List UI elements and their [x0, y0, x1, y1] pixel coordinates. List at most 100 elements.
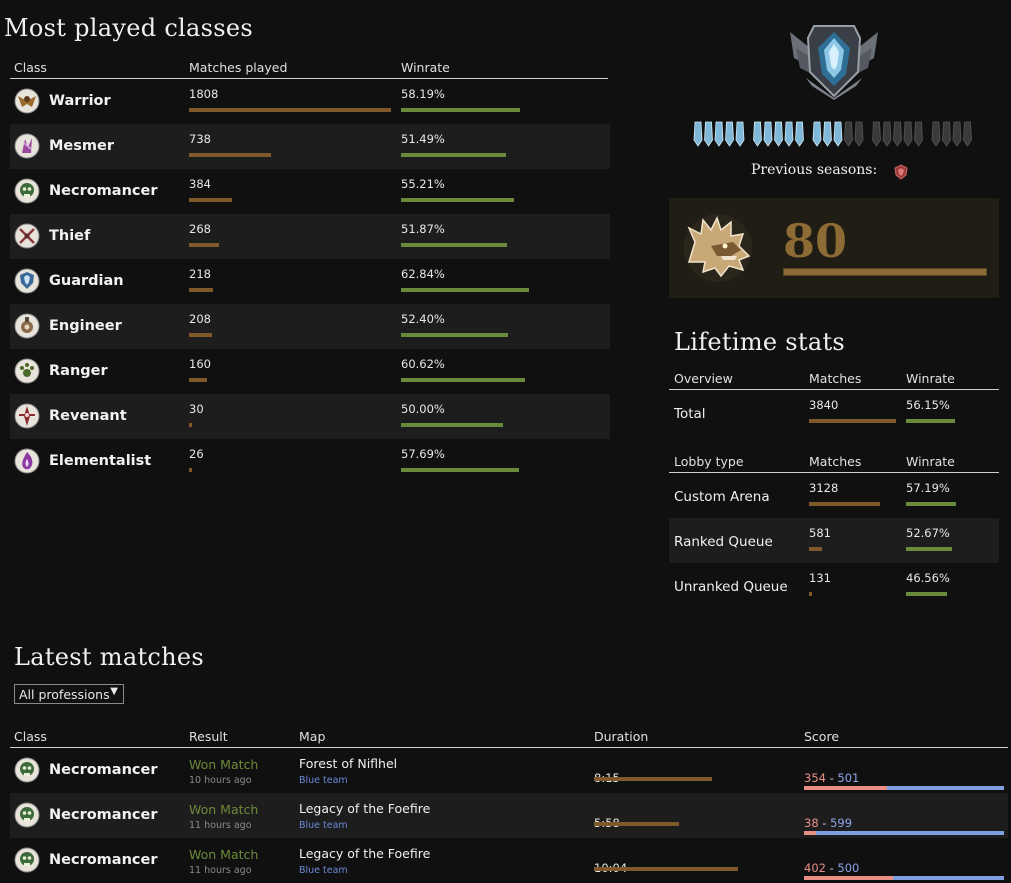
match-team: Blue team	[299, 820, 348, 831]
match-row[interactable]: Necromancer Won Match 11 hours ago Legacy o…	[10, 838, 1008, 883]
most-played-title: Most played classes	[4, 14, 253, 42]
necromancer-icon	[14, 802, 40, 828]
rank-pip-empty	[844, 121, 853, 147]
match-class-name: Necromancer	[49, 762, 158, 778]
score-bar-red	[804, 831, 816, 835]
match-map: Legacy of the Foefire	[299, 801, 431, 816]
class-matches-bar	[189, 423, 192, 427]
profession-filter-value: All professions	[19, 687, 110, 702]
lobby-type-label: Custom Arena	[674, 489, 770, 505]
class-matches-bar	[189, 378, 207, 382]
score-red: 354	[804, 771, 826, 785]
rank-pip-filled	[714, 121, 724, 147]
total-winrate: 56.15%	[906, 398, 950, 412]
match-score: 402 - 500	[804, 861, 859, 875]
match-time: 11 hours ago	[189, 865, 252, 876]
rank-pip-filled	[812, 121, 822, 147]
guardian-icon	[14, 268, 40, 294]
match-map: Legacy of the Foefire	[299, 846, 431, 861]
class-matches: 1808	[189, 87, 219, 101]
lobby-matches: 3128	[809, 481, 839, 495]
class-row: Revenant 30 50.00%	[10, 394, 610, 439]
lobby-row: Custom Arena 3128 57.19%	[669, 473, 999, 518]
lobby-matches: 581	[809, 526, 831, 540]
rank-pip-filled	[704, 121, 713, 147]
total-matches-bar	[809, 419, 896, 423]
class-winrate-bar	[401, 333, 508, 337]
class-name: Elementalist	[49, 453, 152, 469]
profession-filter-select[interactable]: All professions ▼	[14, 684, 124, 704]
latest-matches-title: Latest matches	[14, 643, 205, 671]
match-score: 354 - 501	[804, 771, 859, 785]
class-matches: 738	[189, 132, 211, 146]
lobby-matches-bar	[809, 547, 822, 551]
score-separator: -	[825, 771, 838, 785]
class-row: Elementalist 26 57.69%	[10, 439, 610, 484]
class-winrate-bar	[401, 108, 520, 112]
match-row[interactable]: Necromancer Won Match 11 hours ago Legacy o…	[10, 793, 1008, 838]
class-winrate-bar	[401, 243, 507, 247]
col-matches: Matches played	[189, 60, 288, 75]
class-matches: 30	[189, 402, 204, 416]
rank-pip-filled	[693, 121, 703, 147]
class-winrate-bar	[401, 423, 503, 427]
mesmer-icon	[14, 133, 40, 159]
class-row: Ranger 160 60.62%	[10, 349, 610, 394]
lobby-winrate: 52.67%	[906, 526, 950, 540]
class-winrate: 52.40%	[401, 312, 445, 326]
necromancer-icon	[14, 847, 40, 873]
rank-pip-empty	[942, 121, 951, 147]
rank-pip-filled	[763, 121, 773, 147]
class-name: Guardian	[49, 273, 124, 289]
class-matches-bar	[189, 288, 213, 292]
match-team: Blue team	[299, 865, 348, 876]
rank-pip-filled	[833, 121, 843, 147]
class-winrate: 62.84%	[401, 267, 445, 281]
lobby-matches-bar	[809, 502, 880, 506]
col-winrate: Winrate	[906, 454, 955, 469]
rank-pip-empty	[872, 121, 881, 147]
revenant-icon	[14, 403, 40, 429]
season-badge-icon[interactable]	[893, 164, 909, 180]
class-matches-bar	[189, 468, 192, 472]
class-matches-bar	[189, 333, 212, 337]
match-row[interactable]: Necromancer Won Match 10 hours ago Forest o…	[10, 748, 1008, 793]
class-matches-bar	[189, 108, 391, 112]
match-score-bar	[804, 876, 1004, 880]
col-winrate: Winrate	[401, 60, 450, 75]
necromancer-icon	[14, 757, 40, 783]
col-matches: Matches	[809, 371, 862, 386]
engineer-icon	[14, 313, 40, 339]
class-name: Warrior	[49, 93, 111, 109]
class-row: Guardian 218 62.84%	[10, 259, 610, 304]
rank-pip-empty	[882, 121, 892, 147]
matches-header: Class Result Map Duration Score	[10, 727, 1008, 748]
rank-pip-empty	[914, 121, 923, 147]
class-row: Warrior 1808 58.19%	[10, 79, 610, 124]
col-winrate: Winrate	[906, 371, 955, 386]
class-matches: 208	[189, 312, 211, 326]
class-winrate: 51.49%	[401, 132, 445, 146]
col-duration: Duration	[594, 729, 649, 744]
class-row: Mesmer 738 51.49%	[10, 124, 610, 169]
necromancer-icon	[14, 178, 40, 204]
elementalist-icon	[14, 448, 40, 474]
pvp-level-progress-bar	[783, 268, 987, 276]
class-name: Mesmer	[49, 138, 114, 154]
match-class-name: Necromancer	[49, 807, 158, 823]
class-winrate: 58.19%	[401, 87, 445, 101]
class-row: Necromancer 384 55.21%	[10, 169, 610, 214]
match-duration-bar	[594, 777, 712, 781]
rank-pip-filled	[784, 121, 794, 147]
rank-pip-empty	[854, 121, 864, 147]
class-name: Ranger	[49, 363, 108, 379]
rank-pip-empty	[931, 121, 941, 147]
class-winrate: 55.21%	[401, 177, 445, 191]
class-matches: 26	[189, 447, 204, 461]
warrior-icon	[14, 88, 40, 114]
match-score-bar	[804, 786, 1004, 790]
lobby-matches-bar	[809, 592, 812, 596]
class-winrate: 57.69%	[401, 447, 445, 461]
class-winrate-bar	[401, 153, 506, 157]
lobby-row: Ranked Queue 581 52.67%	[669, 518, 999, 563]
